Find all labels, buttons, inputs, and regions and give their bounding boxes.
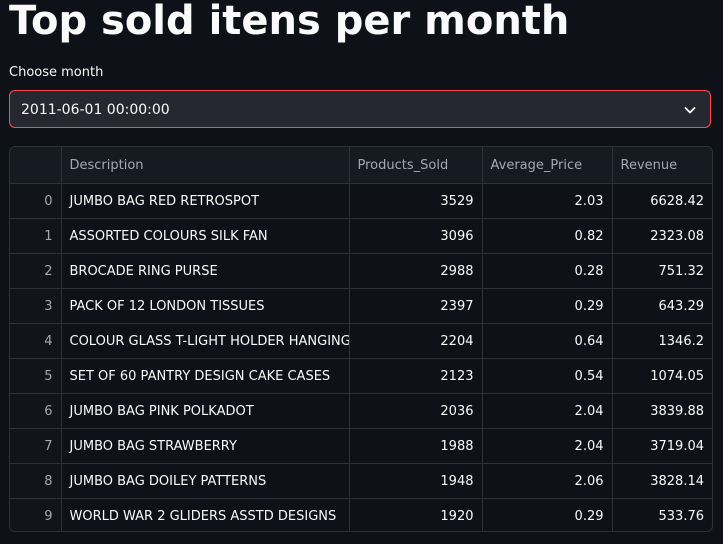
row-index[interactable]: 0 [10, 183, 62, 219]
cell-revenue[interactable]: 3828.14 [612, 463, 712, 499]
cell-description[interactable]: JUMBO BAG RED RETROSPOT [61, 183, 350, 219]
table-row[interactable]: 5 SET OF 60 PANTRY DESIGN CAKE CASES 2123 0… [10, 358, 712, 394]
table-row[interactable]: 2 BROCADE RING PURSE 2988 0.28 751.32 [10, 253, 712, 289]
column-header-index[interactable] [10, 147, 62, 184]
column-header-description[interactable]: Description [61, 147, 350, 184]
table-header-row: Description Products_Sold Average_Price … [10, 147, 712, 184]
cell-description[interactable]: COLOUR GLASS T-LIGHT HOLDER HANGING [61, 323, 350, 359]
cell-description[interactable]: ASSORTED COLOURS SILK FAN [61, 218, 350, 254]
row-index[interactable]: 6 [10, 393, 62, 429]
cell-average-price[interactable]: 0.29 [482, 288, 613, 324]
row-index[interactable]: 8 [10, 463, 62, 499]
cell-average-price[interactable]: 2.03 [482, 183, 613, 219]
cell-products-sold[interactable]: 2036 [349, 393, 483, 429]
month-select-value: 2011-06-01 00:00:00 [21, 102, 170, 118]
cell-average-price[interactable]: 2.04 [482, 393, 613, 429]
cell-revenue[interactable]: 1346.2 [612, 323, 712, 359]
cell-products-sold[interactable]: 3529 [349, 183, 483, 219]
cell-average-price[interactable]: 0.64 [482, 323, 613, 359]
table-row[interactable]: 0 JUMBO BAG RED RETROSPOT 3529 2.03 6628.42 [10, 183, 712, 219]
cell-products-sold[interactable]: 2204 [349, 323, 483, 359]
table-row[interactable]: 7 JUMBO BAG STRAWBERRY 1988 2.04 3719.04 [10, 428, 712, 464]
cell-average-price[interactable]: 2.06 [482, 463, 613, 499]
table-row[interactable]: 4 COLOUR GLASS T-LIGHT HOLDER HANGING 2204… [10, 323, 712, 359]
column-header-average-price[interactable]: Average_Price [482, 147, 613, 184]
cell-description[interactable]: JUMBO BAG DOILEY PATTERNS [61, 463, 350, 499]
table-row[interactable]: 9 WORLD WAR 2 GLIDERS ASSTD DESIGNS 1920 0.… [10, 498, 712, 531]
cell-revenue[interactable]: 643.29 [612, 288, 712, 324]
row-index[interactable]: 3 [10, 288, 62, 324]
table-row[interactable]: 8 JUMBO BAG DOILEY PATTERNS 1948 2.06 3828.1… [10, 463, 712, 499]
page-title: Top sold itens per month [9, 0, 570, 44]
cell-products-sold[interactable]: 1988 [349, 428, 483, 464]
cell-average-price[interactable]: 0.54 [482, 358, 613, 394]
cell-revenue[interactable]: 533.76 [658, 508, 705, 524]
cell-average-price[interactable]: 0.82 [482, 218, 613, 254]
table-row[interactable]: 6 JUMBO BAG PINK POLKADOT 2036 2.04 3839.88 [10, 393, 712, 429]
table-row[interactable]: 1 ASSORTED COLOURS SILK FAN 3096 0.82 2323.0… [10, 218, 712, 254]
cell-revenue[interactable]: 6628.42 [612, 183, 712, 219]
month-select-label: Choose month [9, 65, 104, 80]
column-header-revenue[interactable]: Revenue [612, 147, 712, 184]
cell-revenue[interactable]: 751.32 [612, 253, 712, 289]
cell-description[interactable]: SET OF 60 PANTRY DESIGN CAKE CASES [61, 358, 350, 394]
month-select[interactable]: 2011-06-01 00:00:00 [9, 90, 711, 128]
cell-description[interactable]: WORLD WAR 2 GLIDERS ASSTD DESIGNS [61, 498, 350, 531]
cell-description[interactable]: JUMBO BAG STRAWBERRY [61, 428, 350, 464]
cell-description[interactable]: JUMBO BAG PINK POLKADOT [61, 393, 350, 429]
row-index[interactable]: 5 [10, 358, 62, 394]
cell-revenue[interactable]: 3839.88 [612, 393, 712, 429]
row-index[interactable]: 9 [10, 498, 62, 531]
row-index[interactable]: 4 [10, 323, 62, 359]
cell-revenue[interactable]: 2323.08 [612, 218, 712, 254]
row-index[interactable]: 1 [10, 218, 62, 254]
row-index[interactable]: 7 [10, 428, 62, 464]
cell-revenue[interactable]: 1074.05 [612, 358, 712, 394]
cell-average-price[interactable]: 0.28 [482, 253, 613, 289]
table-body: 0 JUMBO BAG RED RETROSPOT 3529 2.03 6628.42 1… [10, 183, 712, 531]
cell-products-sold[interactable]: 2397 [349, 288, 483, 324]
cell-description[interactable]: BROCADE RING PURSE [61, 253, 350, 289]
cell-average-price[interactable]: 0.29 [482, 498, 613, 531]
cell-average-price[interactable]: 2.04 [482, 428, 613, 464]
cell-products-sold[interactable]: 3096 [349, 218, 483, 254]
cell-products-sold[interactable]: 1948 [349, 463, 483, 499]
cell-products-sold[interactable]: 2123 [349, 358, 483, 394]
cell-products-sold[interactable]: 2988 [349, 253, 483, 289]
column-header-products-sold[interactable]: Products_Sold [349, 147, 483, 184]
chevron-down-icon[interactable] [682, 102, 698, 118]
cell-revenue[interactable]: 3719.04 [612, 428, 712, 464]
data-table[interactable]: Description Products_Sold Average_Price … [9, 146, 713, 532]
table-row[interactable]: 3 PACK OF 12 LONDON TISSUES 2397 0.29 643.29 [10, 288, 712, 324]
row-index[interactable]: 2 [10, 253, 62, 289]
cell-products-sold[interactable]: 1920 [349, 498, 483, 531]
cell-description[interactable]: PACK OF 12 LONDON TISSUES [61, 288, 350, 324]
